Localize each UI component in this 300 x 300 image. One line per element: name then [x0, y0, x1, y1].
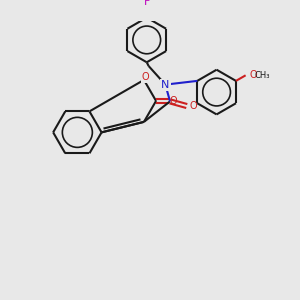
Text: F: F [144, 0, 150, 7]
Text: O: O [249, 70, 257, 80]
Text: O: O [170, 96, 178, 106]
Text: O: O [190, 101, 197, 111]
Text: O: O [142, 72, 150, 82]
Text: CH₃: CH₃ [255, 71, 270, 80]
Text: N: N [161, 80, 170, 90]
